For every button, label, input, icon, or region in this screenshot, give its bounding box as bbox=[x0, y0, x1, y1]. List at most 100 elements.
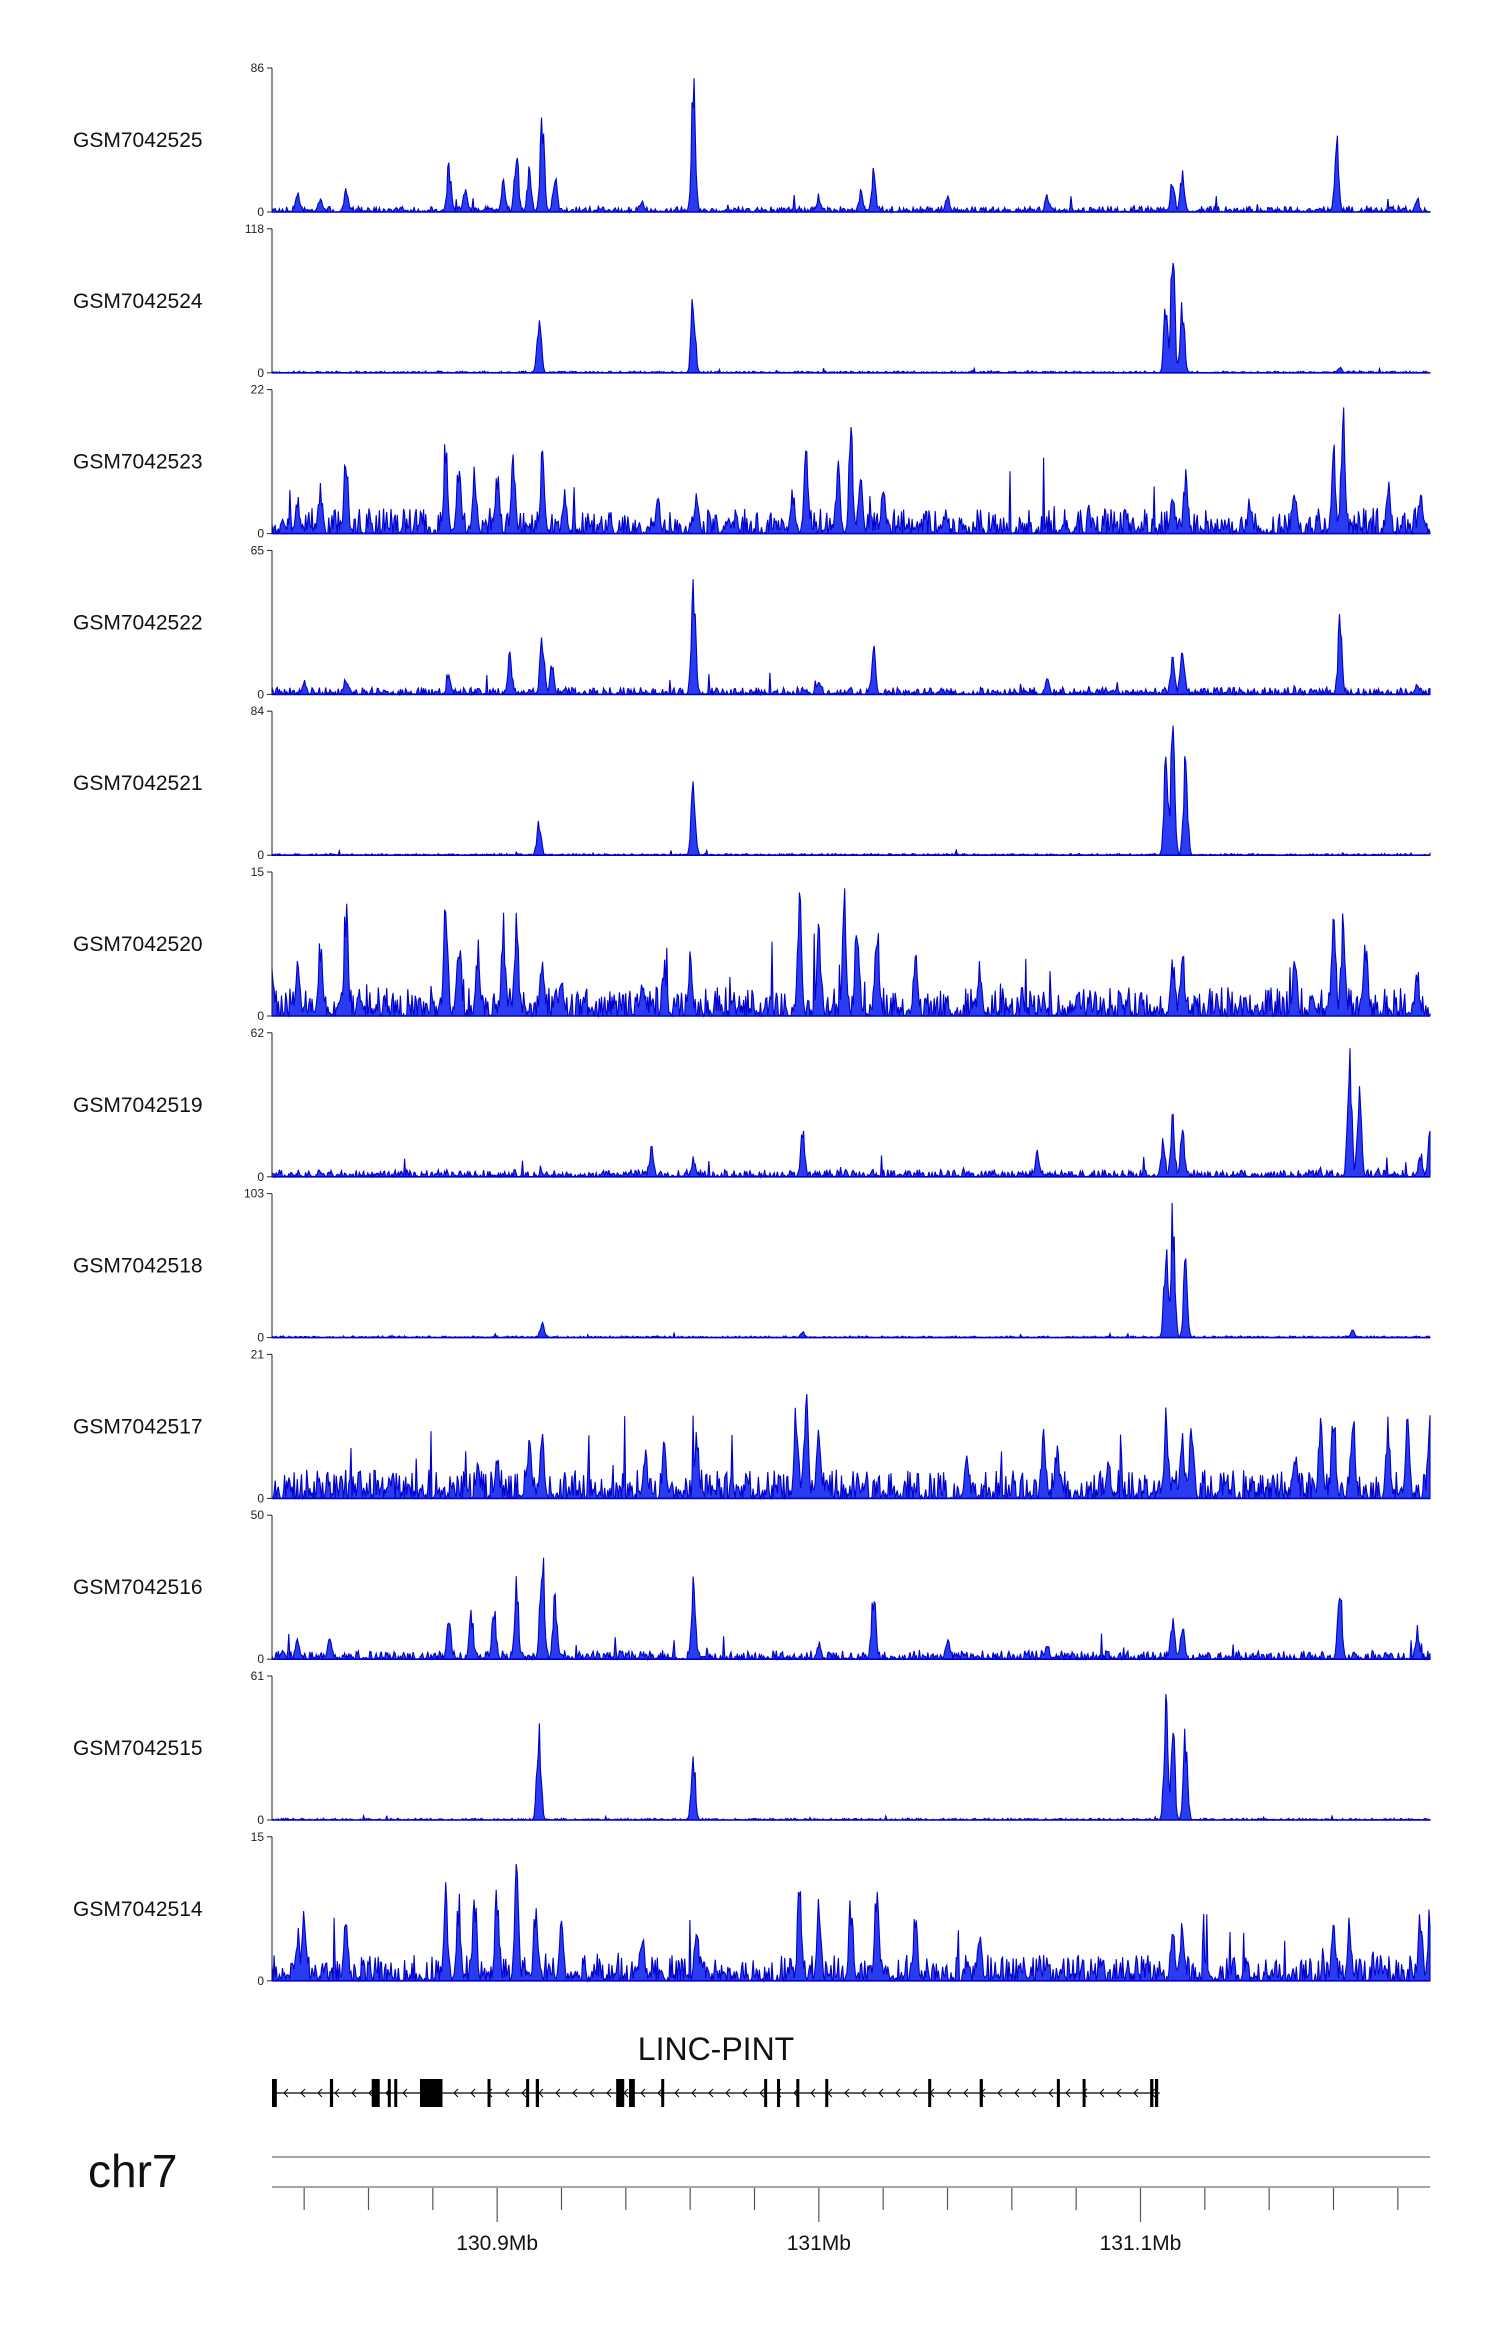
ymin-label: 0 bbox=[257, 1170, 264, 1184]
gene-exon bbox=[1150, 2079, 1154, 2107]
track-label: GSM7042519 bbox=[73, 1094, 203, 1117]
track-label: GSM7042516 bbox=[73, 1576, 203, 1599]
strand-arrow bbox=[1048, 2088, 1054, 2098]
gene-exon bbox=[394, 2079, 398, 2107]
strand-arrow bbox=[708, 2088, 714, 2098]
strand-arrow bbox=[963, 2088, 969, 2098]
strand-arrow bbox=[895, 2088, 901, 2098]
track-label: GSM7042523 bbox=[73, 451, 203, 474]
strand-arrow bbox=[538, 2088, 544, 2098]
track-label: GSM7042515 bbox=[73, 1737, 203, 1760]
strand-arrow bbox=[674, 2088, 680, 2098]
gene-exon bbox=[928, 2079, 932, 2107]
ymin-label: 0 bbox=[257, 1009, 264, 1023]
signal-area bbox=[271, 888, 1431, 1019]
ymax-label: 21 bbox=[251, 1347, 265, 1361]
gene-exon bbox=[1154, 2079, 1159, 2107]
signal-area bbox=[271, 262, 1431, 374]
strand-arrow bbox=[300, 2088, 306, 2098]
strand-arrow bbox=[725, 2088, 731, 2098]
signal-area bbox=[270, 725, 1431, 857]
strand-arrow bbox=[1099, 2088, 1105, 2098]
gene-exon bbox=[1056, 2079, 1060, 2107]
gene-exon bbox=[825, 2079, 829, 2107]
signal-area bbox=[271, 1557, 1431, 1662]
axis-tick-label: 130.9Mb bbox=[456, 2232, 538, 2255]
strand-arrow bbox=[351, 2088, 357, 2098]
ymax-label: 61 bbox=[251, 1669, 265, 1683]
ymin-label: 0 bbox=[257, 1491, 264, 1505]
strand-arrow bbox=[810, 2088, 816, 2098]
ymax-label: 118 bbox=[245, 222, 264, 236]
strand-arrow bbox=[1116, 2088, 1122, 2098]
strand-arrow bbox=[691, 2088, 697, 2098]
strand-arrow bbox=[1014, 2088, 1020, 2098]
ymax-label: 84 bbox=[251, 704, 265, 718]
strand-arrow bbox=[946, 2088, 952, 2098]
chromosome-ideogram: chr7 bbox=[88, 2145, 1430, 2197]
strand-arrow bbox=[1031, 2088, 1037, 2098]
ymin-label: 0 bbox=[257, 1813, 264, 1827]
gene-exon bbox=[764, 2079, 768, 2107]
genomic-axis: 130.9Mb 131Mb 131.1Mb bbox=[303, 2188, 1399, 2255]
strand-arrow bbox=[453, 2088, 459, 2098]
track-label: GSM7042525 bbox=[73, 129, 203, 152]
track-GSM7042519: 62 0 GSM7042519 bbox=[73, 1026, 1431, 1184]
gene-exon bbox=[526, 2079, 530, 2107]
strand-arrow bbox=[1065, 2088, 1071, 2098]
gene-exon bbox=[796, 2079, 800, 2107]
gene-exon bbox=[616, 2079, 625, 2107]
track-GSM7042521: 84 0 GSM7042521 bbox=[73, 704, 1431, 862]
strand-arrow bbox=[657, 2088, 663, 2098]
track-GSM7042522: 65 0 GSM7042522 bbox=[73, 543, 1431, 701]
axis-tick-label: 131Mb bbox=[787, 2232, 851, 2255]
ymax-label: 86 bbox=[251, 61, 265, 75]
gene-name-label: LINC-PINT bbox=[638, 2031, 794, 2067]
track-GSM7042520: 15 0 GSM7042520 bbox=[73, 865, 1431, 1023]
ymin-label: 0 bbox=[257, 687, 264, 701]
strand-arrow bbox=[317, 2088, 323, 2098]
signal-tracks: 86 0 GSM7042525 118 0 GSM7042524 22 0 GSM7042523… bbox=[73, 61, 1432, 1988]
ymin-label: 0 bbox=[257, 1331, 264, 1345]
ymin-label: 0 bbox=[257, 848, 264, 862]
ymin-label: 0 bbox=[257, 1974, 264, 1988]
strand-arrow bbox=[878, 2088, 884, 2098]
ymax-label: 22 bbox=[251, 383, 265, 397]
signal-area bbox=[271, 1202, 1431, 1339]
chromosome-label: chr7 bbox=[88, 2145, 177, 2197]
gene-exon bbox=[979, 2079, 983, 2107]
strand-arrow bbox=[402, 2088, 408, 2098]
strand-arrow bbox=[759, 2088, 765, 2098]
strand-arrow bbox=[470, 2088, 476, 2098]
strand-arrow bbox=[555, 2088, 561, 2098]
track-GSM7042515: 61 0 GSM7042515 bbox=[73, 1669, 1432, 1827]
strand-arrow bbox=[589, 2088, 595, 2098]
gene-exon bbox=[629, 2079, 635, 2107]
ymax-label: 50 bbox=[251, 1508, 265, 1522]
gene-exon bbox=[329, 2079, 334, 2107]
ymax-label: 15 bbox=[251, 1830, 265, 1844]
ymin-label: 0 bbox=[257, 205, 264, 219]
strand-arrow bbox=[504, 2088, 510, 2098]
track-GSM7042524: 118 0 GSM7042524 bbox=[73, 222, 1431, 380]
signal-area bbox=[271, 407, 1431, 536]
track-GSM7042516: 50 0 GSM7042516 bbox=[73, 1508, 1431, 1666]
track-GSM7042514: 15 0 GSM7042514 bbox=[73, 1830, 1431, 1988]
gene-exon bbox=[371, 2079, 380, 2107]
ymax-label: 65 bbox=[251, 543, 265, 557]
signal-area bbox=[271, 78, 1431, 215]
track-label: GSM7042522 bbox=[73, 611, 203, 634]
strand-arrow bbox=[368, 2088, 374, 2098]
track-label: GSM7042521 bbox=[73, 772, 203, 795]
ymin-label: 0 bbox=[257, 1652, 264, 1666]
track-GSM7042523: 22 0 GSM7042523 bbox=[73, 383, 1431, 541]
signal-area bbox=[271, 1394, 1431, 1501]
signal-area bbox=[271, 579, 1431, 697]
strand-arrow bbox=[844, 2088, 850, 2098]
strand-arrow bbox=[283, 2088, 289, 2098]
gene-exon bbox=[272, 2079, 277, 2107]
track-GSM7042517: 21 0 GSM7042517 bbox=[73, 1347, 1431, 1505]
strand-arrow bbox=[334, 2088, 340, 2098]
ymax-label: 62 bbox=[251, 1026, 265, 1040]
